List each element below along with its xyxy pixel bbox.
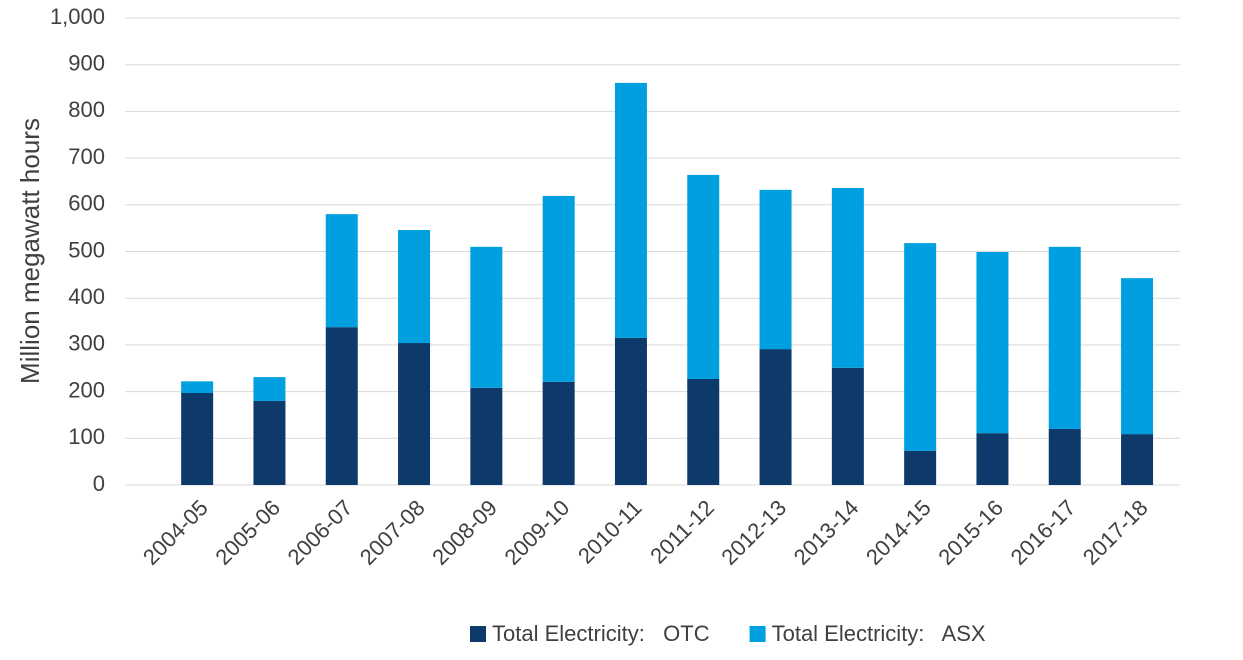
y-tick-label: 900 — [68, 51, 105, 76]
bar-segment — [181, 393, 214, 485]
legend-label: Total Electricity: ASX — [772, 621, 986, 646]
y-tick-label: 300 — [68, 331, 105, 356]
bar-segment — [976, 433, 1009, 485]
bar-segment — [253, 400, 286, 485]
x-tick-label: 2008-09 — [427, 495, 502, 570]
x-tick-label: 2011-12 — [645, 495, 719, 569]
bar-segment — [759, 349, 792, 485]
y-tick-label: 800 — [68, 97, 105, 122]
legend-swatch — [470, 626, 486, 642]
bar-segment — [470, 246, 503, 388]
x-tick-label: 2012-13 — [716, 495, 791, 570]
bar-segment — [398, 343, 431, 485]
x-tick-label: 2009-10 — [500, 495, 575, 570]
x-tick-label: 2015-16 — [933, 495, 1008, 570]
y-tick-label: 1,000 — [50, 4, 105, 29]
bar-segment — [470, 387, 503, 485]
x-tick-label: 2010-11 — [573, 495, 647, 569]
x-tick-label: 2014-15 — [861, 495, 936, 570]
bar-segment — [614, 337, 647, 485]
x-tick-label: 2004-05 — [138, 495, 213, 570]
legend-swatch — [749, 626, 766, 642]
y-tick-label: 700 — [68, 144, 105, 169]
bar-segment — [181, 381, 214, 394]
bar-segment — [904, 243, 937, 451]
bar-segment — [542, 381, 575, 485]
y-axis-label: Million megawatt hours — [15, 118, 45, 384]
bar-segment — [1048, 246, 1081, 429]
bar-segment — [325, 214, 358, 328]
bar-segment — [542, 195, 575, 382]
bar-segment — [831, 367, 864, 485]
bar-segment — [976, 251, 1009, 434]
x-tick-label: 2016-17 — [1006, 495, 1081, 570]
bar-segment — [759, 189, 792, 350]
x-tick-label: 2005-06 — [210, 495, 285, 570]
bar-segment — [687, 174, 720, 379]
x-tick-label: 2007-08 — [355, 495, 430, 570]
bar-segment — [1121, 278, 1154, 435]
y-tick-label: 600 — [68, 191, 105, 216]
y-tick-label: 500 — [68, 237, 105, 262]
bar-segment — [1121, 434, 1154, 485]
bar-segment — [687, 378, 720, 485]
bar-segment — [831, 187, 864, 368]
x-tick-label: 2017-18 — [1078, 495, 1153, 570]
bar-segment — [325, 327, 358, 485]
bar-segment — [253, 377, 286, 401]
legend-label: Total Electricity: OTC — [492, 621, 710, 646]
bar-segment — [904, 450, 937, 485]
x-tick-label: 2013-14 — [789, 495, 864, 570]
bar-segment — [398, 230, 431, 344]
y-tick-label: 400 — [68, 284, 105, 309]
y-tick-label: 200 — [68, 377, 105, 402]
bar-segment — [614, 82, 647, 338]
y-tick-label: 100 — [68, 424, 105, 449]
x-tick-label: 2006-07 — [283, 495, 358, 570]
y-tick-label: 0 — [93, 471, 105, 496]
bar-segment — [1048, 428, 1081, 485]
